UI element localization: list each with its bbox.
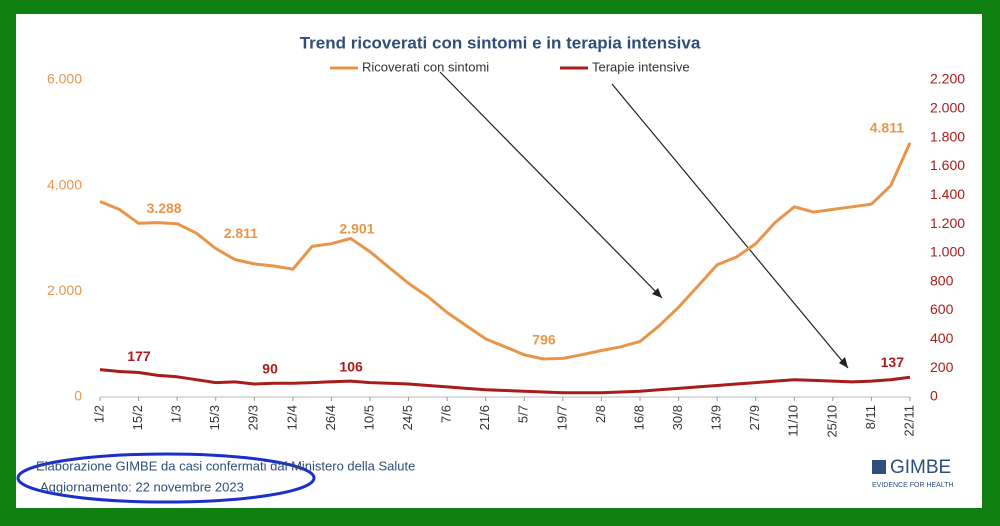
logo-tagline: EVIDENCE FOR HEALTH — [872, 482, 954, 489]
y-tick-label: 0 — [74, 388, 82, 404]
x-tick-label: 8/11 — [863, 405, 878, 429]
x-tick-label: 19/7 — [554, 405, 569, 430]
x-tick-label: 5/7 — [516, 405, 531, 423]
x-tick-label: 2/8 — [593, 405, 608, 423]
series-line — [99, 368, 911, 395]
y-tick-label: 4.000 — [47, 176, 82, 192]
logo-icon — [872, 460, 886, 474]
y-tick-label: 0 — [930, 388, 938, 404]
arrow — [439, 71, 663, 299]
series-line — [99, 142, 912, 361]
x-tick-label: 22/11 — [901, 405, 916, 437]
x-tick-label: 29/3 — [246, 405, 261, 430]
legend-label: Ricoverati con sintomi — [362, 59, 489, 74]
y-tick-label: 1.600 — [930, 157, 965, 173]
x-tick-label: 12/4 — [284, 405, 299, 430]
x-tick-label: 21/6 — [477, 405, 492, 430]
y-tick-label: 6.000 — [47, 71, 82, 87]
arrowhead — [652, 288, 662, 298]
y-tick-label: 600 — [930, 301, 954, 317]
logo: GIMBE — [890, 457, 951, 478]
y-tick-label: 400 — [930, 330, 954, 346]
y-tick-label: 2.000 — [930, 100, 965, 116]
y-tick-label: 1.000 — [930, 244, 965, 260]
x-tick-label: 1/3 — [169, 405, 184, 423]
data-label: 177 — [127, 348, 151, 364]
y-tick-label: 1.800 — [930, 128, 965, 144]
x-tick-label: 1/2 — [91, 405, 106, 423]
x-tick-label: 24/5 — [400, 405, 415, 430]
data-label: 90 — [262, 361, 278, 377]
x-tick-label: 7/6 — [439, 405, 454, 423]
data-label: 2.901 — [339, 220, 374, 236]
chart-title: Trend ricoverati con sintomi e in terapi… — [300, 33, 701, 52]
x-tick-label: 25/10 — [824, 405, 839, 438]
x-tick-label: 26/4 — [323, 405, 338, 430]
canvas — [16, 14, 982, 508]
data-label: 4.811 — [870, 120, 904, 136]
highlight-ellipse — [16, 452, 316, 504]
y-tick-label: 2.200 — [930, 71, 965, 87]
data-label: 106 — [339, 358, 363, 374]
x-tick-label: 15/2 — [130, 405, 145, 430]
arrowhead — [839, 357, 848, 368]
update-note: Aggiornamento: 22 novembre 2023 — [40, 479, 244, 494]
y-tick-label: 1.400 — [930, 186, 965, 202]
x-tick-label: 11/10 — [786, 405, 801, 437]
source-note: Elaborazione GIMBE da casi confermati da… — [36, 458, 415, 473]
data-label: 2.811 — [224, 225, 258, 241]
y-tick-label: 2.000 — [47, 282, 82, 298]
x-tick-label: 15/3 — [207, 405, 222, 430]
x-tick-label: 13/9 — [709, 405, 724, 430]
arrow — [611, 83, 849, 369]
x-tick-label: 16/8 — [631, 405, 646, 430]
data-label: 796 — [532, 332, 556, 348]
x-tick-label: 30/8 — [670, 405, 685, 430]
y-tick-label: 200 — [930, 359, 954, 375]
data-label: 3.288 — [147, 200, 182, 216]
data-label: 137 — [881, 354, 905, 370]
y-tick-label: 800 — [930, 272, 954, 288]
x-tick-label: 10/5 — [361, 405, 376, 430]
legend-label: Terapie intensive — [592, 59, 690, 74]
y-tick-label: 1.200 — [930, 215, 965, 231]
x-tick-label: 27/9 — [747, 405, 762, 430]
